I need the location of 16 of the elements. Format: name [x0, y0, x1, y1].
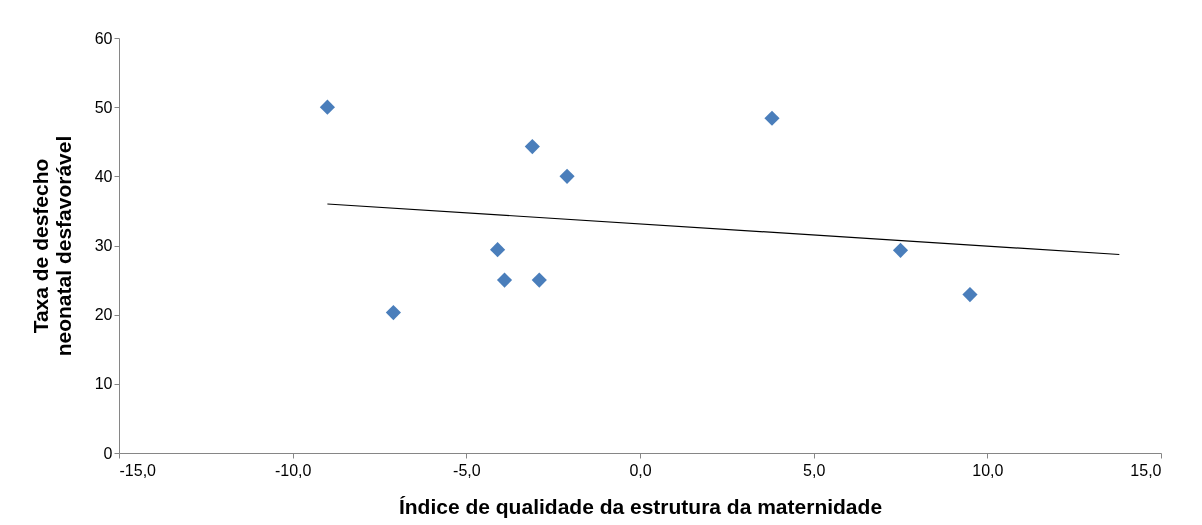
y-tick-label: 60 — [94, 29, 113, 47]
y-tick-label: 30 — [94, 237, 113, 254]
x-tick-label: 10,0 — [972, 461, 1004, 479]
x-tick-label: -15,0 — [119, 461, 157, 479]
y-tick-label: 20 — [94, 306, 113, 324]
y-tick-label: 0 — [103, 444, 113, 462]
x-tick-label: 0,0 — [629, 461, 652, 479]
y-tick-label: 10 — [94, 375, 113, 393]
y-axis-title: Taxa de desfecho neonatal desfavorável — [28, 135, 75, 357]
x-tick-label: -10,0 — [274, 461, 312, 479]
x-tick-label: -5,0 — [453, 461, 481, 479]
x-tick-label: 15,0 — [1130, 461, 1162, 479]
y-tick-label: 40 — [94, 167, 113, 185]
x-tick-label: 5,0 — [803, 461, 826, 479]
y-tick-label: 50 — [94, 98, 113, 116]
x-axis-title: Índice de qualidade da estrutura da maternidade — [398, 494, 883, 518]
